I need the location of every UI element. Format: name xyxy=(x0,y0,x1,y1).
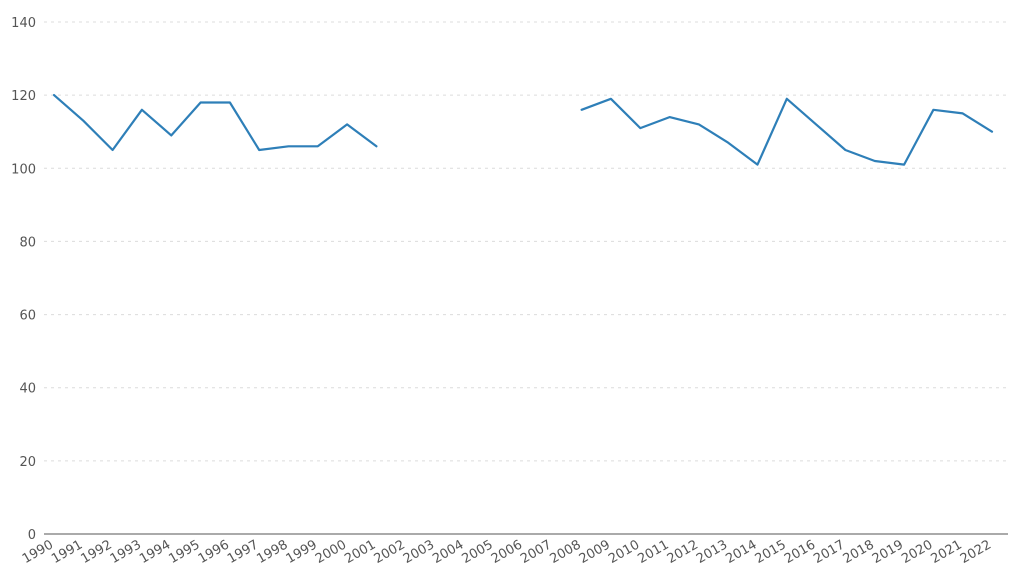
y-tick-label: 80 xyxy=(19,235,36,250)
y-tick-label: 40 xyxy=(19,382,36,397)
y-axis: 0 20 40 60 80 100 120 140 xyxy=(11,16,36,543)
y-tick-label: 100 xyxy=(11,162,36,177)
series-line-segment xyxy=(52,94,378,152)
x-axis: 1990199119921993199419951996199719981999… xyxy=(20,537,994,567)
y-tick-label: 120 xyxy=(11,89,36,104)
y-tick-label: 60 xyxy=(19,309,36,324)
y-tick-label: 20 xyxy=(19,455,36,470)
x-tick-label: 2022 xyxy=(958,537,994,567)
series-line-segment xyxy=(580,97,994,166)
y-tick-label: 0 xyxy=(28,528,36,543)
grid-lines xyxy=(44,21,1008,462)
y-tick-label: 140 xyxy=(11,16,36,31)
series-group xyxy=(52,94,994,166)
